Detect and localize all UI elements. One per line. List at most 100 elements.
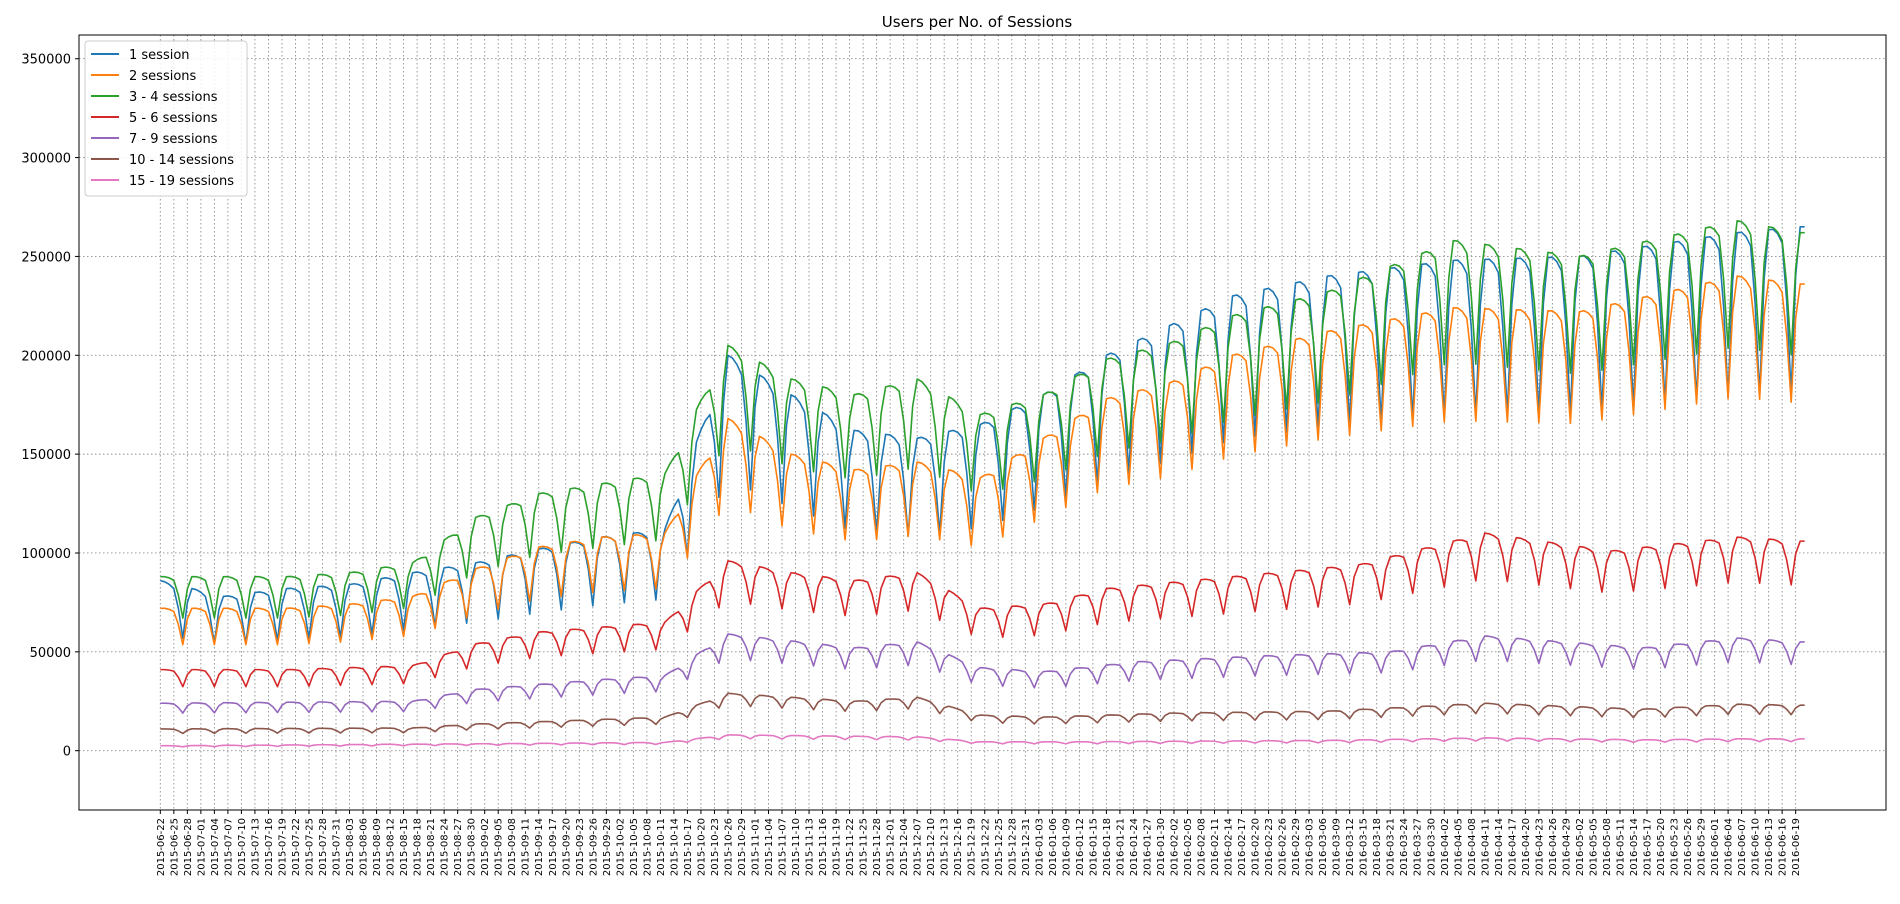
x-tick-label: 2015-08-30	[467, 818, 478, 876]
x-tick-label: 2015-08-18	[413, 818, 424, 876]
legend-label: 5 - 6 sessions	[129, 111, 218, 126]
x-tick-label: 2016-06-10	[1751, 818, 1762, 876]
legend-box	[84, 40, 248, 197]
x-tick-label: 2015-11-25	[859, 818, 870, 876]
x-tick-label: 2016-02-14	[1224, 818, 1235, 876]
x-tick-label: 2016-06-01	[1710, 818, 1721, 876]
x-tick-label: 2015-12-31	[1021, 818, 1032, 876]
y-tick-label: 50000	[30, 646, 71, 661]
x-tick-label: 2016-03-03	[1305, 818, 1316, 876]
x-tick-label: 2016-01-06	[1048, 818, 1059, 876]
x-tick-label: 2016-04-02	[1440, 818, 1451, 876]
x-tick-label: 2015-06-25	[169, 818, 180, 876]
x-tick-label: 2016-03-21	[1386, 818, 1397, 876]
x-tick-label: 2015-09-05	[494, 818, 505, 876]
x-tick-label: 2015-07-07	[223, 818, 234, 876]
x-tick-label: 2016-04-08	[1467, 818, 1478, 876]
x-tick-label: 2015-08-15	[399, 818, 410, 876]
x-tick-label: 2015-12-19	[967, 818, 978, 876]
x-tick-label: 2015-10-29	[737, 818, 748, 876]
x-tick-label: 2016-03-06	[1318, 818, 1329, 876]
x-tick-label: 2015-08-12	[386, 818, 397, 876]
x-tick-label: 2015-07-25	[304, 818, 315, 876]
series-line-5	[160, 633, 1805, 714]
x-tick-label: 2015-08-06	[359, 818, 370, 876]
x-tick-label: 2015-11-07	[778, 818, 789, 876]
x-tick-label: 2015-06-22	[156, 818, 167, 876]
x-tick-label: 2015-09-29	[602, 818, 613, 876]
x-tick-label: 2016-02-26	[1278, 818, 1289, 876]
series-line-4	[160, 532, 1805, 688]
x-tick-label: 2015-07-28	[318, 818, 329, 876]
x-tick-label: 2016-04-05	[1453, 818, 1464, 876]
chart-title: Users per No. of Sessions	[882, 13, 1073, 31]
x-tick-label: 2016-05-05	[1588, 818, 1599, 876]
x-tick-label: 2015-07-13	[250, 818, 261, 876]
x-tick-label: 2015-08-03	[345, 818, 356, 876]
x-tick-label: 2016-06-04	[1724, 818, 1735, 876]
x-tick-label: 2015-10-23	[710, 818, 721, 876]
x-tick-label: 2016-04-20	[1521, 818, 1532, 876]
x-tick-label: 2016-05-20	[1656, 818, 1667, 876]
x-tick-label: 2015-09-20	[561, 818, 572, 876]
x-tick-label: 2015-10-14	[669, 818, 680, 876]
y-tick-label: 200000	[21, 349, 71, 364]
x-tick-label: 2015-07-22	[291, 818, 302, 876]
plot-area-frame	[78, 34, 1887, 811]
x-tick-label: 2015-09-02	[480, 818, 491, 876]
x-tick-label: 2016-03-12	[1345, 818, 1356, 876]
x-tick-label: 2016-05-23	[1670, 818, 1681, 876]
x-tick-label: 2015-09-23	[575, 818, 586, 876]
x-tick-label: 2015-07-16	[264, 818, 275, 876]
x-tick-label: 2016-02-17	[1237, 818, 1248, 876]
x-tick-label: 2015-10-02	[615, 818, 626, 876]
x-tick-label: 2015-10-26	[723, 818, 734, 876]
x-tick-label: 2016-06-13	[1764, 818, 1775, 876]
grid-lines	[79, 35, 1886, 810]
x-tick-label: 2016-01-30	[1156, 818, 1167, 876]
x-tick-label: 2016-02-05	[1183, 818, 1194, 876]
x-tick-label: 2016-05-02	[1575, 818, 1586, 876]
x-tick-label: 2016-06-07	[1737, 818, 1748, 876]
x-tick-label: 2016-03-27	[1413, 818, 1424, 876]
y-axis: 0 50000 100000 150000 200000 250000 300000 3500…	[21, 53, 79, 760]
x-tick-label: 2015-10-20	[696, 818, 707, 876]
x-tick-label: 2015-10-08	[642, 818, 653, 876]
x-tick-label: 2016-01-21	[1115, 818, 1126, 876]
x-tick-label: 2016-04-11	[1480, 818, 1491, 876]
x-tick-label: 2016-03-24	[1399, 818, 1410, 876]
x-tick-label: 2016-01-27	[1142, 818, 1153, 876]
x-tick-label: 2015-09-14	[534, 818, 545, 876]
x-tick-label: 2015-08-09	[372, 818, 383, 876]
x-tick-label: 2015-12-22	[980, 818, 991, 876]
x-tick-label: 2016-01-15	[1088, 818, 1099, 876]
x-tick-label: 2015-09-08	[507, 818, 518, 876]
legend-label: 1 session	[129, 48, 190, 63]
x-tick-label: 2015-06-28	[183, 818, 194, 876]
x-tick-label: 2015-07-04	[210, 818, 221, 876]
x-tick-label: 2016-06-16	[1778, 818, 1789, 876]
x-tick-label: 2016-01-03	[1034, 818, 1045, 876]
x-tick-label: 2016-02-29	[1291, 818, 1302, 876]
x-tick-label: 2015-12-16	[953, 818, 964, 876]
x-tick-label: 2015-12-01	[886, 818, 897, 876]
series-line-2	[160, 275, 1805, 646]
x-tick-label: 2016-04-17	[1507, 818, 1518, 876]
x-tick-label: 2016-02-02	[1169, 818, 1180, 876]
x-tick-label: 2015-12-28	[1007, 818, 1018, 876]
y-tick-label: 100000	[21, 547, 71, 562]
x-tick-label: 2015-11-01	[750, 818, 761, 876]
x-tick-label: 2015-12-13	[940, 818, 951, 876]
x-tick-label: 2015-07-01	[196, 818, 207, 876]
x-tick-label: 2015-11-16	[818, 818, 829, 876]
y-tick-label: 350000	[21, 53, 71, 68]
x-tick-label: 2016-02-08	[1196, 818, 1207, 876]
y-tick-label: 150000	[21, 448, 71, 463]
series-lines	[160, 220, 1805, 748]
x-tick-label: 2016-01-24	[1129, 818, 1140, 876]
x-tick-label: 2015-07-19	[277, 818, 288, 876]
x-tick-label: 2016-03-09	[1332, 818, 1343, 876]
x-tick-label: 2016-05-26	[1683, 818, 1694, 876]
